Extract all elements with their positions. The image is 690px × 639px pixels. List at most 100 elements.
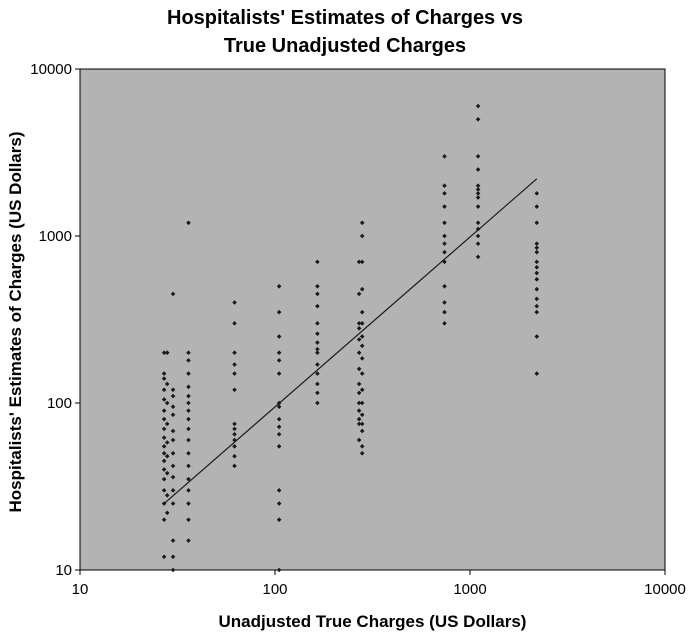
chart-title: Hospitalists' Estimates of Charges vs Tr… — [0, 4, 690, 60]
data-point — [170, 463, 176, 469]
data-point — [359, 220, 365, 226]
data-point — [475, 183, 481, 189]
x-tick-label: 1000 — [453, 581, 486, 598]
data-point — [475, 241, 481, 246]
data-point — [359, 309, 365, 315]
data-point — [534, 286, 540, 292]
data-point — [359, 356, 365, 361]
x-axis-label: Unadjusted True Charges (US Dollars) — [218, 612, 527, 631]
data-point — [276, 501, 282, 506]
data-point — [359, 400, 365, 406]
data-point — [475, 154, 481, 159]
chart-axes: 10 100 1000 10000 10 100 1000 10000 — [30, 61, 686, 598]
data-point — [315, 346, 320, 352]
data-point — [232, 300, 237, 305]
data-point — [186, 538, 191, 543]
y-axis-label: Hospitalists' Estimates of Charges (US D… — [6, 131, 25, 513]
data-point — [276, 424, 282, 430]
data-point — [186, 393, 191, 399]
chart-marks — [161, 103, 540, 573]
data-point — [475, 191, 481, 196]
data-point — [475, 167, 481, 172]
data-point — [276, 334, 282, 339]
data-point — [161, 435, 167, 440]
data-point — [356, 408, 362, 413]
data-point — [232, 444, 237, 449]
data-point — [356, 437, 362, 443]
y-tick-label: 10 — [55, 562, 72, 579]
data-point — [161, 408, 167, 413]
data-point — [170, 554, 176, 560]
data-point — [161, 476, 167, 482]
data-point — [442, 300, 447, 305]
data-point — [534, 220, 540, 226]
data-point — [534, 245, 540, 251]
y-tick-label: 10000 — [30, 61, 72, 78]
data-point — [475, 204, 481, 209]
data-point — [534, 241, 540, 246]
data-point — [475, 226, 481, 232]
data-point — [356, 416, 362, 422]
data-point — [276, 404, 282, 410]
data-point — [534, 309, 540, 315]
data-point — [359, 259, 365, 265]
data-point — [356, 291, 362, 297]
data-point — [232, 387, 237, 393]
data-point — [276, 488, 282, 493]
chart-title-line-1: Hospitalists' Estimates of Charges vs — [167, 7, 523, 29]
data-point — [359, 371, 365, 376]
data-point — [534, 371, 540, 376]
data-point — [442, 241, 447, 246]
data-point — [475, 103, 481, 109]
data-point — [232, 321, 237, 326]
data-point — [161, 458, 167, 464]
data-point — [356, 321, 362, 326]
data-point — [164, 400, 170, 406]
data-point — [170, 404, 176, 410]
data-point — [442, 309, 447, 315]
data-point — [161, 397, 167, 402]
data-point — [186, 488, 191, 493]
data-point — [534, 296, 540, 302]
data-point — [534, 249, 540, 255]
data-point — [534, 334, 540, 339]
data-point — [232, 350, 237, 356]
data-point — [534, 270, 540, 276]
data-point — [359, 444, 365, 449]
x-tick-label: 10000 — [644, 581, 686, 598]
data-point — [161, 371, 167, 376]
data-point — [475, 195, 481, 200]
data-point — [359, 428, 365, 434]
data-point — [442, 283, 447, 289]
data-point — [186, 350, 191, 356]
data-point — [534, 277, 540, 282]
data-point — [170, 291, 176, 297]
trend-line — [163, 178, 538, 504]
data-point — [232, 371, 237, 376]
data-point — [170, 501, 176, 506]
data-point — [232, 362, 237, 367]
data-point — [356, 381, 362, 387]
data-point — [356, 326, 362, 331]
data-point — [442, 183, 447, 189]
data-point — [359, 343, 365, 349]
data-point — [442, 249, 447, 255]
data-point — [442, 233, 447, 239]
data-point — [315, 291, 320, 297]
data-point — [170, 412, 176, 418]
data-point — [534, 303, 540, 309]
data-point — [186, 463, 191, 469]
data-point — [186, 437, 191, 443]
data-point — [164, 421, 170, 427]
data-point — [232, 431, 237, 437]
data-point — [170, 474, 176, 480]
data-point — [442, 321, 447, 326]
data-point — [276, 431, 282, 437]
data-point — [186, 220, 191, 226]
data-point — [359, 233, 365, 239]
data-point — [315, 340, 320, 345]
data-point — [232, 421, 237, 427]
data-point — [315, 371, 320, 376]
data-point — [315, 259, 320, 265]
